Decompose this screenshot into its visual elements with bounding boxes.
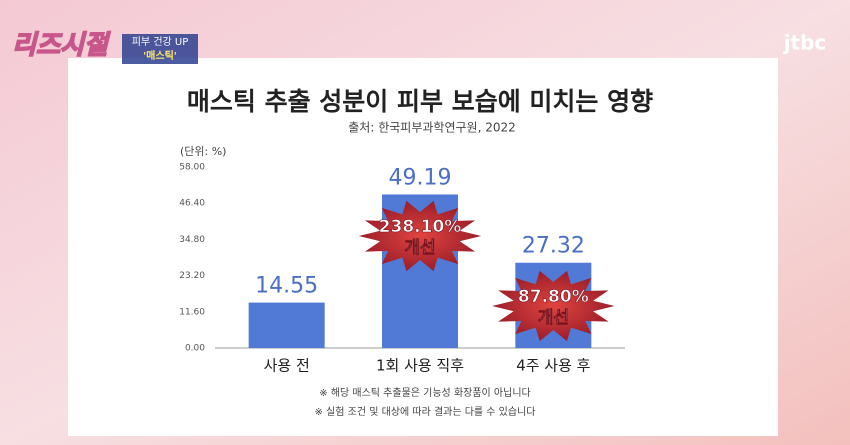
x-tick-label: 4주 사용 후 (516, 357, 590, 375)
bar (248, 302, 325, 348)
annotation-percent: 238.10% (379, 217, 462, 237)
channel-logo: jtbc (783, 31, 827, 55)
chart-subtitle: 출처: 한국피부과학연구원, 2022 (348, 121, 515, 135)
x-tick-label: 1회 사용 직후 (376, 357, 464, 375)
starburst (358, 200, 482, 272)
annotation-percent: 87.80% (518, 287, 589, 307)
value-label: 14.55 (255, 274, 318, 299)
y-tick-label: 11.60 (179, 307, 205, 317)
annotation-text: 개선 (404, 238, 435, 258)
y-tick-label: 34.80 (179, 235, 205, 245)
caption-top: 피부 건강 UP (132, 36, 189, 48)
annotation-text: 개선 (538, 308, 569, 328)
caption-box (122, 34, 198, 64)
show-logo: 리즈시절 (12, 31, 111, 61)
y-tick-label: 46.40 (179, 199, 205, 209)
y-axis-label: (단위: %) (180, 145, 226, 158)
x-tick-label: 사용 전 (264, 357, 310, 375)
starburst (492, 270, 615, 342)
caption-bottom: '매스틱' (143, 49, 177, 62)
footnote: ※ 해당 매스틱 추출물은 기능성 화장품이 아닙니다 (319, 386, 530, 399)
value-label: 49.19 (389, 165, 452, 190)
chart-title: 매스틱 추출 성분이 피부 보습에 미치는 영향 (187, 87, 653, 116)
y-tick-label: 58.00 (179, 163, 205, 173)
value-label: 27.32 (522, 234, 585, 259)
footnote: ※ 실험 조건 및 대상에 따라 결과는 다를 수 있습니다 (315, 406, 536, 418)
y-tick-label: 23.20 (179, 271, 205, 281)
y-tick-label: 0.00 (185, 344, 205, 354)
